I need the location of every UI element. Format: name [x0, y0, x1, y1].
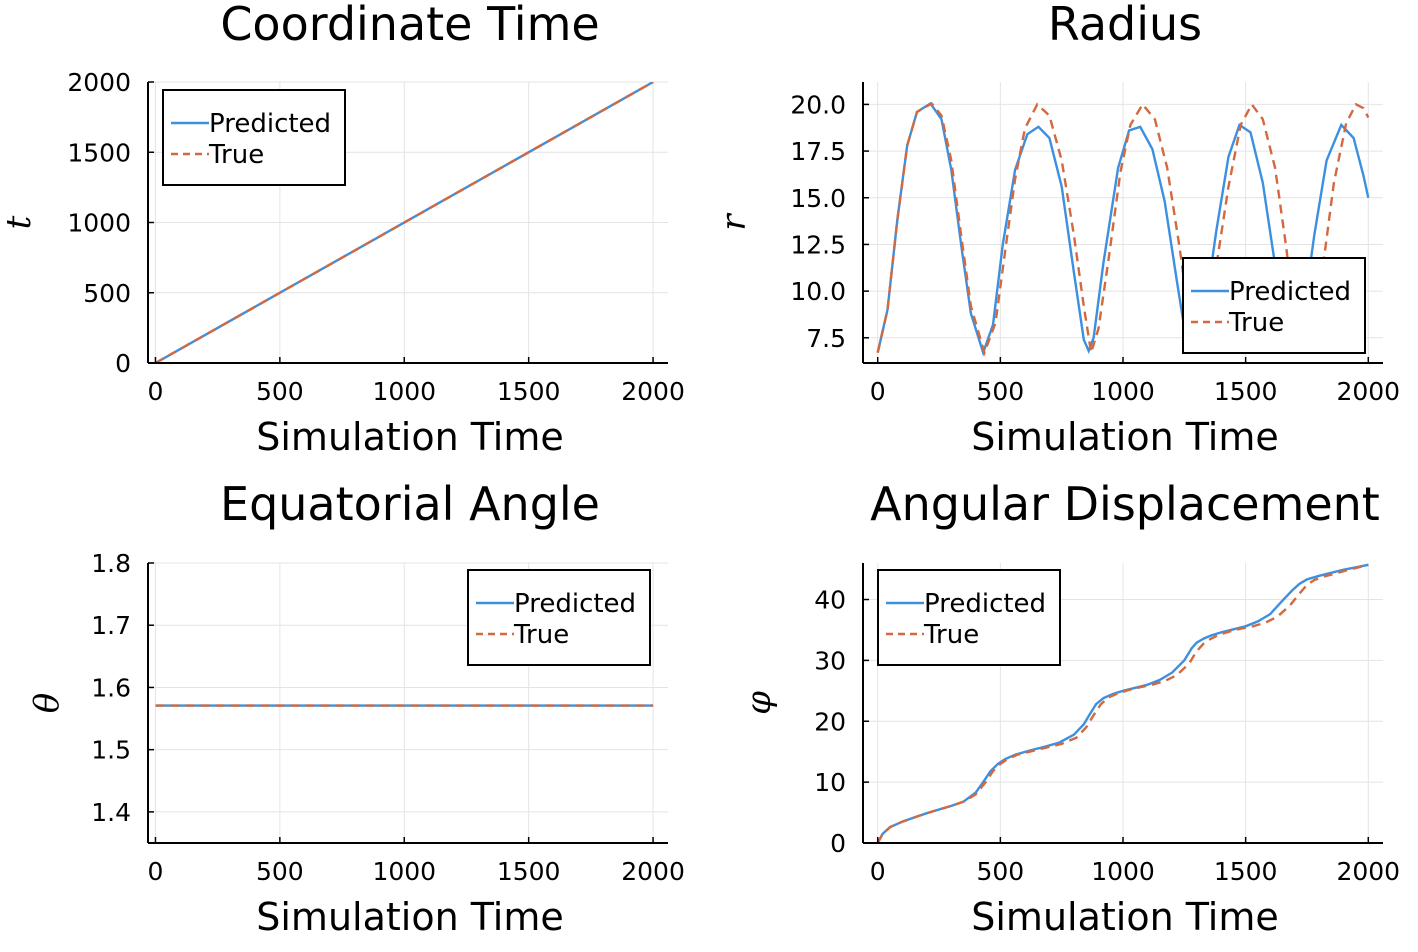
x-tick-label: 1500 [1214, 857, 1278, 886]
series-line-true [154, 82, 654, 363]
series-line-true [876, 563, 1369, 843]
x-axis-label: Simulation Time [971, 895, 1279, 939]
y-tick-label: 17.5 [790, 137, 846, 166]
x-tick-label: 0 [148, 857, 164, 886]
y-tick-label: 12.5 [790, 230, 846, 259]
y-tick-label: 20.0 [790, 90, 846, 119]
y-tick-label: 20 [814, 707, 846, 736]
chart-title: Angular Displacement [870, 477, 1380, 531]
y-tick-label: 1.8 [91, 549, 131, 578]
x-axis-label: Simulation Time [971, 415, 1279, 459]
x-tick-label: 500 [976, 857, 1024, 886]
legend-label-predicted: Predicted [924, 589, 1046, 619]
x-tick-label: 500 [976, 377, 1024, 406]
x-tick-label: 1000 [372, 857, 436, 886]
chart-title: Equatorial Angle [220, 477, 600, 531]
legend-label-predicted: Predicted [514, 589, 636, 619]
x-tick-label: 2000 [621, 857, 685, 886]
y-tick-label: 500 [83, 279, 131, 308]
y-tick-label: 15.0 [790, 184, 846, 213]
y-axis-label: t [0, 215, 39, 229]
x-tick-label: 1000 [372, 377, 436, 406]
y-tick-label: 2000 [67, 68, 131, 97]
y-tick-label: 7.5 [806, 324, 846, 353]
legend-label-true: True [208, 140, 264, 170]
y-tick-label: 1.7 [91, 611, 131, 640]
y-tick-label: 1.4 [91, 798, 131, 827]
subplot-3: 0 500 1000 1500 2000 1.4 1.5 1.6 1.7 1.8 Equatoria… [27, 477, 685, 939]
chart-title: Coordinate Time [220, 0, 599, 51]
legend-label-true: True [923, 620, 979, 650]
x-tick-label: 0 [870, 857, 886, 886]
subplot-1: 0 500 1000 1500 2000 0 500 1000 1500 2000 Coordina… [0, 0, 685, 459]
y-tick-label: 1.5 [91, 736, 131, 765]
y-tick-label: 10.0 [790, 277, 846, 306]
y-tick-label: 10 [814, 768, 846, 797]
y-tick-label: 1.6 [91, 673, 131, 702]
y-axis-label: r [714, 213, 754, 231]
x-tick-label: 2000 [1336, 857, 1400, 886]
x-tick-label: 1000 [1091, 857, 1155, 886]
subplot-4: 0 500 1000 1500 2000 0 10 20 30 40 Angular Displac… [739, 477, 1400, 939]
x-axis-label: Simulation Time [256, 415, 564, 459]
y-tick-label: 0 [830, 829, 846, 858]
y-tick-label: 30 [814, 646, 846, 675]
x-tick-label: 0 [870, 377, 886, 406]
chart-title: Radius [1048, 0, 1202, 51]
y-tick-label: 40 [814, 586, 846, 615]
x-tick-label: 1500 [1214, 377, 1278, 406]
y-axis-label: φ [739, 691, 779, 715]
legend-label-predicted: Predicted [209, 109, 331, 139]
x-tick-label: 1500 [497, 377, 561, 406]
legend-label-predicted: Predicted [1229, 277, 1351, 307]
y-tick-label: 1000 [67, 209, 131, 238]
x-axis-label: Simulation Time [256, 895, 564, 939]
y-axis-label: θ [27, 693, 67, 713]
legend-label-true: True [1228, 308, 1284, 338]
x-tick-label: 500 [256, 857, 304, 886]
x-tick-label: 2000 [1336, 377, 1400, 406]
x-tick-label: 500 [256, 377, 304, 406]
y-tick-label: 1500 [67, 138, 131, 167]
x-tick-label: 0 [148, 377, 164, 406]
subplot-2: 0 500 1000 1500 2000 7.5 10.0 12.5 15.0 17.5 20.0 R… [714, 0, 1400, 459]
legend-label-true: True [513, 620, 569, 650]
x-tick-label: 1500 [497, 857, 561, 886]
x-tick-label: 2000 [621, 377, 685, 406]
x-tick-label: 1000 [1091, 377, 1155, 406]
y-tick-label: 0 [115, 349, 131, 378]
